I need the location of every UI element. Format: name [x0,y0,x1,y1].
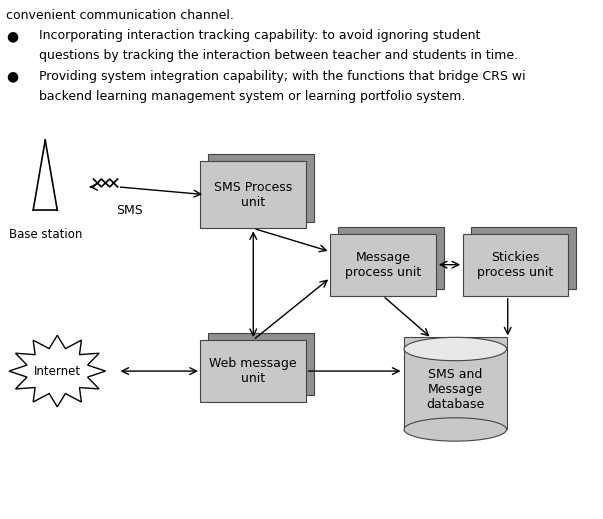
Text: SMS Process
unit: SMS Process unit [214,181,292,209]
Polygon shape [9,335,106,407]
Bar [463,234,568,296]
Bar [471,227,576,289]
Text: Internet: Internet [34,364,81,378]
Bar [209,333,314,395]
Text: ●: ● [6,70,18,84]
Text: SMS and
Message
database: SMS and Message database [426,368,484,411]
Bar [404,337,507,430]
Text: backend learning management system or learning portfolio system.: backend learning management system or le… [39,90,466,103]
Ellipse shape [404,337,507,361]
Ellipse shape [404,418,507,441]
Text: Incorporating interaction tracking capability: to avoid ignoring student: Incorporating interaction tracking capab… [39,29,481,42]
Text: Web message
unit: Web message unit [209,357,297,385]
Text: questions by tracking the interaction between teacher and students in time.: questions by tracking the interaction be… [39,49,519,62]
Text: SMS: SMS [116,203,143,217]
Bar [209,154,314,222]
Text: Base station: Base station [8,228,82,241]
Text: Providing system integration capability; with the functions that bridge CRS wi: Providing system integration capability;… [39,70,526,83]
Text: Stickies
process unit: Stickies process unit [478,251,554,279]
Bar [330,234,435,296]
Text: Message
process unit: Message process unit [345,251,421,279]
Text: convenient communication channel.: convenient communication channel. [6,9,234,22]
Bar [200,161,306,228]
Bar [200,340,306,402]
Text: ●: ● [6,29,18,43]
Bar [338,227,444,289]
